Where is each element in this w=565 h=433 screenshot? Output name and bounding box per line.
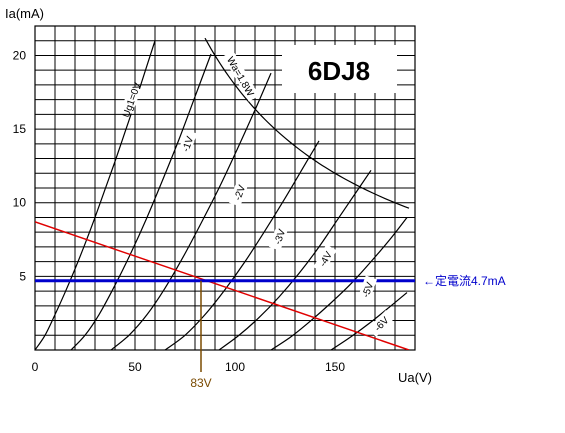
plate-curve-2 bbox=[110, 72, 272, 350]
y-tick-label: 5 bbox=[19, 269, 26, 283]
curve-label: -1V bbox=[181, 135, 197, 154]
x-tick-label: 0 bbox=[32, 360, 39, 374]
curve-label: -5V bbox=[361, 281, 377, 300]
plot-frame bbox=[34, 25, 416, 351]
curve-label: -2V bbox=[233, 183, 249, 202]
operating-point-label: 83V bbox=[190, 376, 211, 390]
curve-label-bg bbox=[313, 244, 337, 273]
title-box bbox=[282, 45, 397, 93]
y-tick-label: 20 bbox=[13, 48, 27, 62]
y-tick-label: 10 bbox=[13, 196, 27, 210]
y-axis-label: Ia(mA) bbox=[5, 6, 44, 21]
plate-curve-1 bbox=[70, 53, 212, 350]
curve-label-bg bbox=[268, 222, 290, 251]
curve-label-bg bbox=[176, 129, 198, 159]
grid-lines bbox=[34, 25, 416, 351]
plate-curve-6 bbox=[330, 292, 408, 350]
curve-label-bg bbox=[228, 178, 250, 207]
overlay-lines bbox=[35, 221, 415, 350]
x-axis-label: Ua(V) bbox=[398, 370, 432, 385]
dissipation-label-bg bbox=[222, 50, 260, 102]
plate-curve-4 bbox=[218, 169, 372, 350]
plate-curve-5 bbox=[270, 217, 408, 350]
tick-labels: 0 50 100 150 5 10 15 20 bbox=[13, 48, 346, 374]
curve-label-bg bbox=[356, 275, 378, 304]
curve-label: -3V bbox=[273, 228, 289, 247]
curve-label-bg bbox=[367, 310, 395, 337]
y-tick-label: 15 bbox=[13, 122, 27, 136]
plate-curve-3 bbox=[164, 140, 320, 350]
max-dissipation-curve bbox=[204, 37, 410, 209]
load-line bbox=[35, 221, 410, 350]
curve-label-bg bbox=[120, 85, 142, 114]
bias-current-label: ←定電流4.7mA bbox=[423, 273, 506, 288]
chart-title: 6DJ8 bbox=[308, 56, 370, 86]
x-tick-label: 100 bbox=[225, 360, 245, 374]
x-tick-label: 50 bbox=[128, 360, 142, 374]
x-tick-label: 150 bbox=[325, 360, 345, 374]
